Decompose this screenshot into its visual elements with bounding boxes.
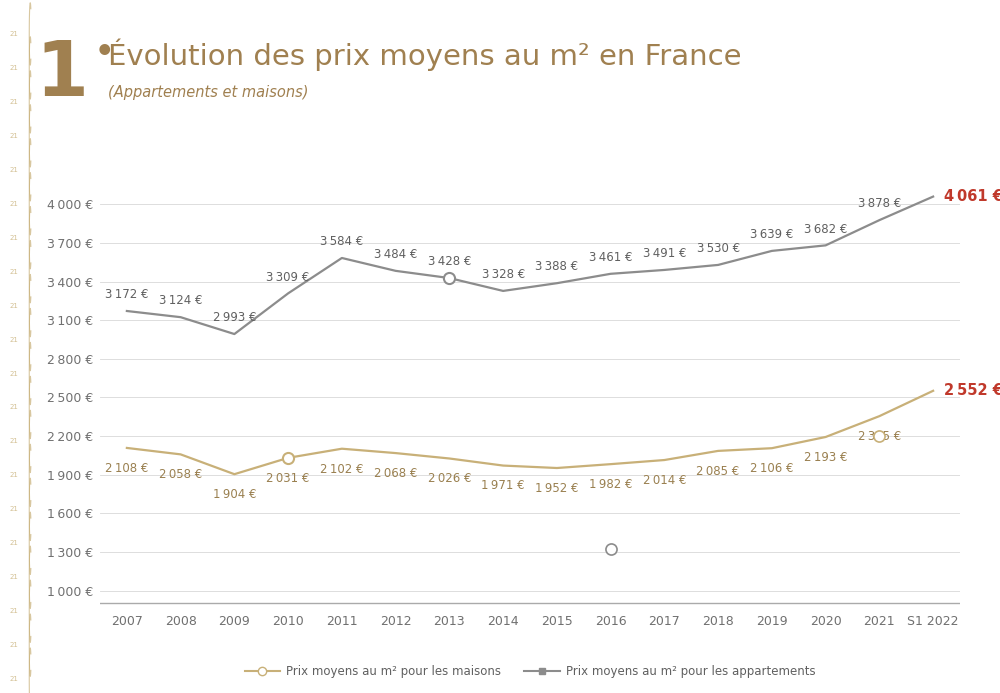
Text: 1 952 €: 1 952 € bbox=[535, 482, 579, 495]
Legend: Prix moyens au m² pour les maisons, Prix moyens au m² pour les appartements: Prix moyens au m² pour les maisons, Prix… bbox=[240, 660, 820, 683]
Text: 21: 21 bbox=[9, 473, 18, 478]
Text: 1 982 €: 1 982 € bbox=[589, 478, 632, 491]
Text: •: • bbox=[95, 38, 114, 67]
Text: 3 124 €: 3 124 € bbox=[159, 295, 202, 308]
Text: 21: 21 bbox=[9, 439, 18, 444]
Text: 3 328 €: 3 328 € bbox=[482, 268, 525, 281]
Text: 21: 21 bbox=[9, 167, 18, 173]
Text: 3 878 €: 3 878 € bbox=[858, 198, 901, 211]
Text: 1 971 €: 1 971 € bbox=[481, 480, 525, 493]
Text: 3 584 €: 3 584 € bbox=[320, 235, 364, 248]
Text: 2 014 €: 2 014 € bbox=[643, 474, 686, 487]
Text: 3 682 €: 3 682 € bbox=[804, 222, 847, 236]
Text: 3 172 €: 3 172 € bbox=[105, 288, 149, 301]
Text: 3 491 €: 3 491 € bbox=[643, 247, 686, 260]
Text: 3 388 €: 3 388 € bbox=[535, 261, 578, 274]
Text: 2 106 €: 2 106 € bbox=[750, 462, 794, 475]
Text: 3 461 €: 3 461 € bbox=[589, 251, 632, 264]
Text: 21: 21 bbox=[9, 65, 18, 71]
Text: 21: 21 bbox=[9, 337, 18, 342]
Text: 2 102 €: 2 102 € bbox=[320, 463, 364, 475]
Text: 2 026 €: 2 026 € bbox=[428, 473, 471, 485]
Text: 2 058 €: 2 058 € bbox=[159, 468, 202, 481]
Text: 2 193 €: 2 193 € bbox=[804, 451, 847, 464]
Text: 21: 21 bbox=[9, 99, 18, 105]
Text: 21: 21 bbox=[9, 405, 18, 410]
Text: 2 993 €: 2 993 € bbox=[213, 311, 256, 324]
Text: 2 108 €: 2 108 € bbox=[105, 462, 149, 475]
Text: 3 639 €: 3 639 € bbox=[750, 228, 794, 241]
Text: 21: 21 bbox=[9, 574, 18, 580]
Text: 3 484 €: 3 484 € bbox=[374, 248, 417, 261]
Text: 21: 21 bbox=[9, 642, 18, 648]
Text: (Appartements et maisons): (Appartements et maisons) bbox=[108, 85, 308, 100]
Text: Évolution des prix moyens au m² en France: Évolution des prix moyens au m² en Franc… bbox=[108, 38, 742, 71]
Text: 21: 21 bbox=[9, 201, 18, 207]
Text: 3 428 €: 3 428 € bbox=[428, 255, 471, 268]
Text: 21: 21 bbox=[9, 31, 18, 37]
Text: 21: 21 bbox=[9, 507, 18, 512]
Text: 1 904 €: 1 904 € bbox=[213, 488, 256, 501]
Text: 21: 21 bbox=[9, 303, 18, 308]
Text: 21: 21 bbox=[9, 541, 18, 546]
Text: 4 061 €: 4 061 € bbox=[944, 189, 1000, 204]
Text: 3 530 €: 3 530 € bbox=[697, 242, 740, 255]
Text: 2 355 €: 2 355 € bbox=[858, 430, 901, 443]
Text: 21: 21 bbox=[9, 676, 18, 682]
Text: 2 552 €: 2 552 € bbox=[944, 383, 1000, 398]
Text: 2 068 €: 2 068 € bbox=[374, 467, 417, 480]
Text: 3 309 €: 3 309 € bbox=[266, 271, 310, 283]
Text: 21: 21 bbox=[9, 608, 18, 614]
Text: 21: 21 bbox=[9, 133, 18, 139]
Text: 1: 1 bbox=[36, 38, 88, 112]
Text: 21: 21 bbox=[9, 371, 18, 376]
Text: 21: 21 bbox=[9, 269, 18, 274]
Text: 2 085 €: 2 085 € bbox=[696, 465, 740, 477]
Text: 2 031 €: 2 031 € bbox=[266, 472, 310, 484]
Text: 21: 21 bbox=[9, 235, 18, 240]
